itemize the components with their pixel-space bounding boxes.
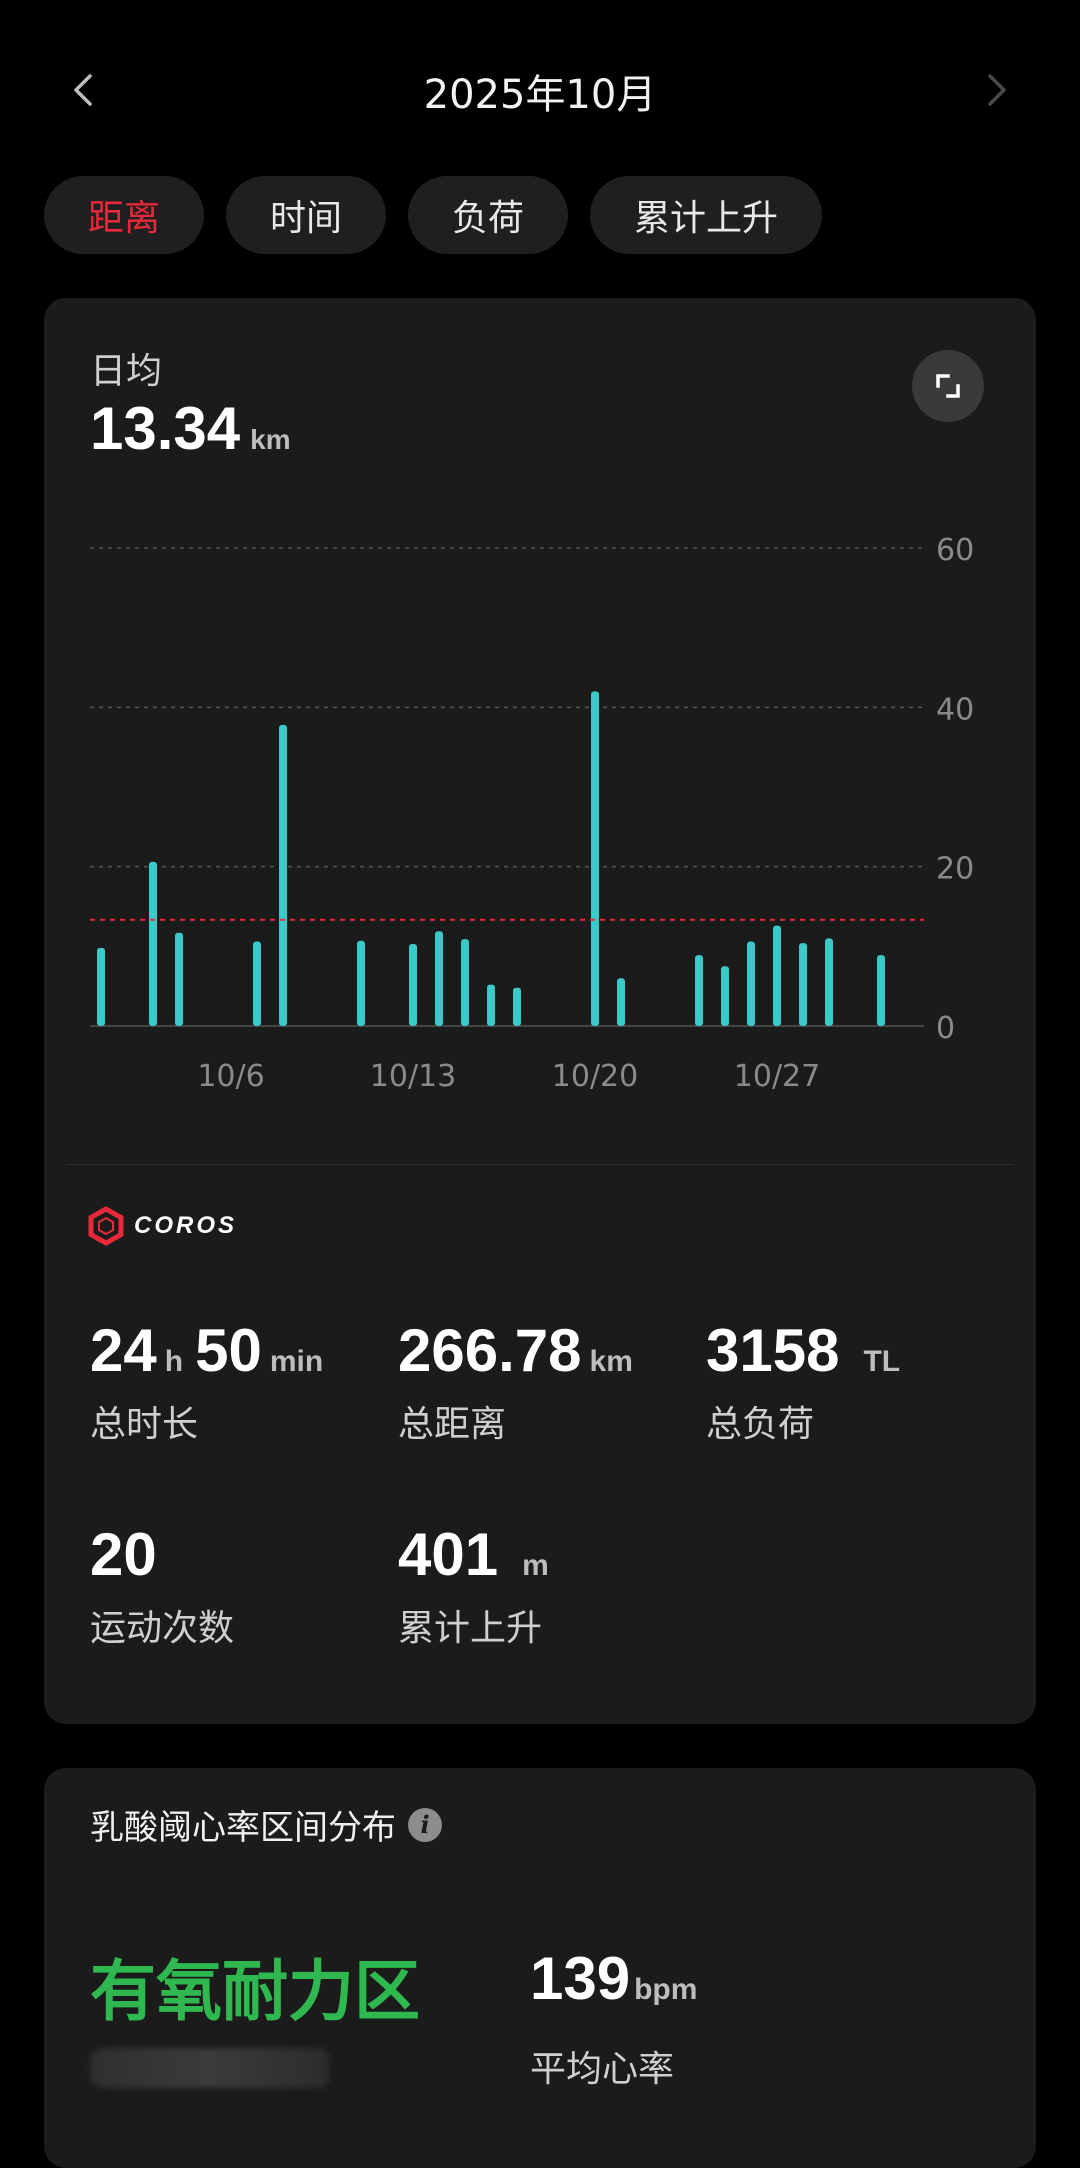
bar bbox=[253, 941, 261, 1026]
next-month-button[interactable] bbox=[976, 70, 1016, 110]
zone-name: 有氧耐力区 bbox=[90, 1953, 420, 2030]
bar bbox=[877, 955, 885, 1026]
bar bbox=[461, 939, 469, 1026]
workout-count-number: 20 bbox=[90, 1521, 157, 1588]
load-unit: TL bbox=[863, 1345, 901, 1378]
coros-logo-icon bbox=[88, 1206, 124, 1246]
stat-workout-count: 20 运动次数 bbox=[90, 1520, 234, 1651]
distance-number: 266.78 bbox=[398, 1317, 582, 1384]
x-tick-label: 10/6 bbox=[197, 1059, 264, 1094]
workout-count-label: 运动次数 bbox=[90, 1608, 235, 1649]
expand-chart-button[interactable] bbox=[912, 350, 984, 422]
daily-average-unit: km bbox=[250, 424, 291, 455]
metric-tabs: 距离 时间 负荷 累计上升 bbox=[44, 176, 823, 254]
distance-unit: km bbox=[589, 1345, 633, 1378]
x-tick-label: 10/20 bbox=[552, 1059, 638, 1094]
monthly-summary-card: 日均 13.34 km 0 20 40 60 10/6 10/13 10/20 10/27 C… bbox=[44, 298, 1036, 1724]
bar bbox=[747, 941, 755, 1026]
average-heart-rate-value: 139 bpm bbox=[530, 1944, 697, 2013]
duration-minutes: 50 bbox=[195, 1317, 262, 1384]
divider bbox=[66, 1164, 1014, 1165]
lactate-zone-title-text: 乳酸阈心率区间分布 bbox=[90, 1808, 396, 1848]
elevation-label: 累计上升 bbox=[398, 1608, 543, 1649]
coros-logo-text: COROS bbox=[134, 1212, 238, 1239]
tab-time[interactable]: 时间 bbox=[226, 176, 387, 254]
daily-average-value: 13.34 km bbox=[90, 394, 291, 463]
bar bbox=[409, 943, 417, 1026]
coros-brand: COROS bbox=[86, 1206, 237, 1246]
bar bbox=[773, 925, 781, 1026]
bar bbox=[799, 943, 807, 1026]
bar bbox=[617, 978, 625, 1026]
previous-month-button[interactable] bbox=[64, 70, 104, 110]
tab-elevation[interactable]: 累计上升 bbox=[590, 176, 823, 254]
month-title: 2025年10月 bbox=[423, 72, 657, 118]
stat-elevation-gain: 401 m 累计上升 bbox=[398, 1520, 561, 1651]
elevation-unit: m bbox=[522, 1549, 549, 1582]
bar bbox=[149, 861, 157, 1026]
stat-total-duration: 24 h 50 min 总时长 bbox=[90, 1316, 335, 1447]
bar bbox=[435, 931, 443, 1026]
workout-count-value: 20 bbox=[90, 1520, 234, 1589]
info-icon[interactable]: i bbox=[408, 1807, 442, 1842]
bar bbox=[175, 932, 183, 1026]
bar bbox=[487, 984, 495, 1026]
stat-total-load: 3158 TL 总负荷 bbox=[706, 1316, 912, 1447]
bar bbox=[695, 955, 703, 1026]
total-distance-label: 总距离 bbox=[398, 1404, 507, 1445]
total-duration-value: 24 h 50 min bbox=[90, 1316, 335, 1385]
y-tick-label: 40 bbox=[936, 692, 974, 727]
bar bbox=[279, 724, 287, 1026]
bar bbox=[513, 987, 521, 1026]
elevation-value: 401 m bbox=[398, 1520, 561, 1589]
lactate-zone-title: 乳酸阈心率区间分布 i bbox=[90, 1800, 442, 1849]
duration-hours: 24 bbox=[90, 1317, 157, 1384]
bar bbox=[825, 938, 833, 1026]
bar bbox=[591, 691, 599, 1026]
total-load-value: 3158 TL bbox=[706, 1316, 912, 1385]
load-number: 3158 bbox=[706, 1317, 840, 1384]
y-tick-label: 20 bbox=[936, 852, 974, 887]
distance-bar-chart: 0 20 40 60 10/6 10/13 10/20 10/27 bbox=[90, 533, 974, 1094]
tab-load[interactable]: 负荷 bbox=[408, 176, 569, 254]
bar bbox=[357, 940, 365, 1026]
elevation-number: 401 bbox=[398, 1521, 499, 1588]
x-tick-label: 10/27 bbox=[734, 1059, 820, 1094]
expand-icon bbox=[936, 374, 960, 398]
bar bbox=[97, 947, 105, 1026]
stat-total-distance: 266.78 km 总距离 bbox=[398, 1316, 645, 1447]
average-heart-rate-label: 平均心率 bbox=[530, 2049, 675, 2090]
header: 2025年10月 bbox=[0, 0, 1080, 180]
chevron-left-icon bbox=[74, 74, 92, 106]
bar bbox=[721, 966, 729, 1026]
duration-hours-unit: h bbox=[164, 1345, 184, 1378]
duration-minutes-unit: min bbox=[269, 1345, 324, 1378]
daily-average-number: 13.34 bbox=[90, 395, 241, 462]
chevron-right-icon bbox=[988, 74, 1006, 106]
x-tick-label: 10/13 bbox=[370, 1059, 456, 1094]
y-tick-label: 60 bbox=[936, 533, 974, 568]
total-duration-label: 总时长 bbox=[90, 1404, 199, 1445]
total-load-label: 总负荷 bbox=[706, 1404, 815, 1445]
tab-distance[interactable]: 距离 bbox=[44, 176, 205, 254]
average-heart-rate-number: 139 bbox=[530, 1945, 631, 2012]
y-tick-label: 0 bbox=[936, 1011, 955, 1046]
heart-rate-unit: bpm bbox=[634, 1973, 698, 2006]
total-distance-value: 266.78 km bbox=[398, 1316, 645, 1385]
zone-description-blurred bbox=[90, 2048, 330, 2088]
lactate-threshold-card: 乳酸阈心率区间分布 i 有氧耐力区 139 bpm 平均心率 bbox=[44, 1768, 1036, 2168]
daily-average-label: 日均 bbox=[90, 351, 163, 392]
